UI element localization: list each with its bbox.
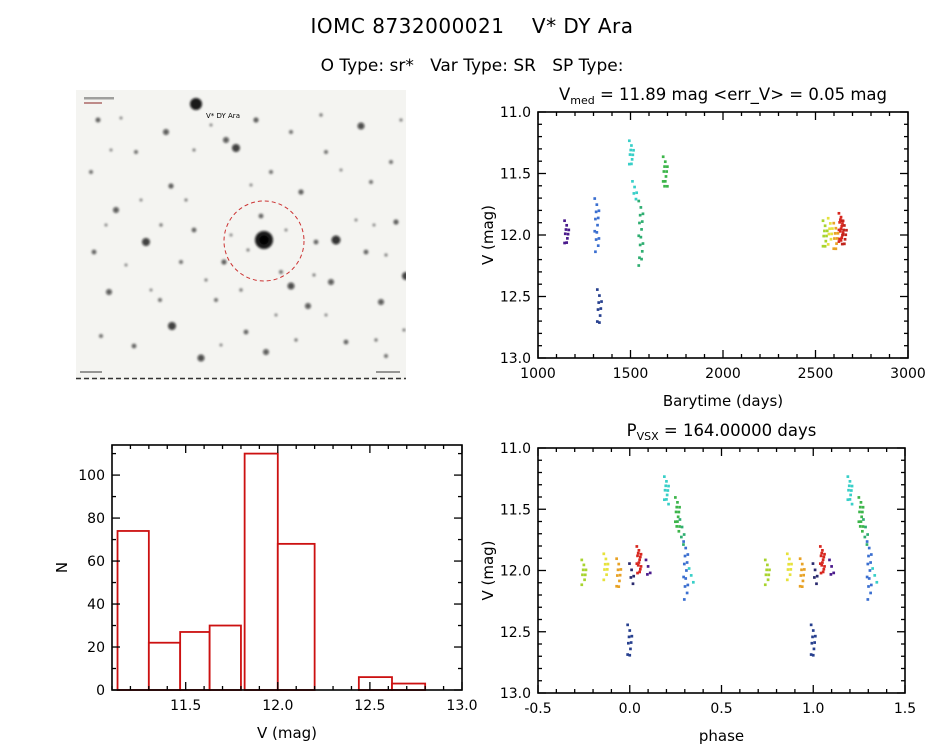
x-tick-label: 2500 (798, 366, 834, 382)
plot-title: PVSX = 164.00000 days (627, 421, 817, 443)
plot-title: Vmed = 11.89 mag <err_V> = 0.05 mag (559, 85, 887, 107)
x-tick-label: 3000 (890, 366, 926, 382)
y-tick-label: 100 (78, 468, 105, 484)
y-tick-label: 11.0 (500, 105, 531, 121)
y-tick-label: 80 (87, 511, 105, 527)
y-tick-label: 12.0 (500, 564, 531, 580)
corner-annotation (80, 371, 102, 373)
axes: -0.5 0.0 0.5 1.0 1.5 11.0 11.5 12.0 12.5 13.0 phas… (479, 421, 916, 745)
plot-frame (111, 444, 463, 691)
x-tick-label: 2000 (705, 366, 741, 382)
y-axis-label: V (mag) (479, 205, 497, 265)
corner-annotation (84, 102, 102, 104)
target-circle (223, 200, 305, 282)
data-points (580, 475, 879, 657)
y-tick-label: 11.5 (500, 502, 531, 518)
finding-chart-label: V* DY Ara (206, 112, 240, 120)
y-tick-label: 20 (87, 640, 105, 656)
y-tick-label: 11.0 (500, 441, 531, 457)
x-tick-label: 0.5 (710, 701, 732, 717)
finding-chart-image: V* DY Ara (76, 90, 406, 380)
x-axis-label: Barytime (days) (663, 392, 783, 410)
x-tick-label: -0.5 (524, 701, 551, 717)
y-tick-label: 12.5 (500, 290, 531, 306)
plot-frame (537, 111, 909, 359)
data-points (563, 139, 848, 324)
histogram-bars (116, 452, 427, 691)
x-tick-label: 1.5 (894, 701, 916, 717)
phase-plot: -0.5 0.0 0.5 1.0 1.5 11.0 11.5 12.0 12.5 13.0 phas… (479, 421, 916, 745)
y-tick-label: 12.0 (500, 228, 531, 244)
x-tick-label: 12.0 (262, 698, 293, 714)
x-axis-label: phase (699, 727, 744, 745)
page-subtitle: O Type: sr* Var Type: SR SP Type: (320, 56, 624, 76)
star-field (89, 98, 406, 362)
x-tick-label: 13.0 (446, 698, 477, 714)
y-tick-label: 40 (87, 597, 105, 613)
y-axis-label: V (mag) (479, 540, 497, 600)
y-tick-label: 13.0 (500, 351, 531, 367)
y-tick-label: 0 (96, 683, 105, 699)
x-tick-label: 12.5 (354, 698, 385, 714)
page-title: IOMC 8732000021 V* DY Ara (310, 14, 634, 38)
y-tick-label: 11.5 (500, 167, 531, 183)
corner-annotation (376, 371, 400, 373)
axes: 1000 1500 2000 2500 3000 11.0 11.5 12.0 12.5 13.0… (479, 85, 926, 410)
finding-chart-background (76, 90, 406, 380)
histogram-plot: 11.5 12.0 12.5 13.0 0 20 40 60 80 100 V (mag) N (53, 444, 478, 742)
corner-annotation (84, 97, 114, 100)
x-axis-label: V (mag) (257, 724, 317, 742)
y-tick-label: 12.5 (500, 625, 531, 641)
x-tick-label: 1000 (520, 366, 556, 382)
x-tick-label: 1.0 (802, 701, 824, 717)
x-tick-label: 0.0 (619, 701, 641, 717)
x-tick-label: 11.5 (170, 698, 201, 714)
y-axis-label: N (53, 562, 71, 573)
axes: 11.5 12.0 12.5 13.0 0 20 40 60 80 100 V (mag) N (53, 444, 478, 742)
y-tick-label: 13.0 (500, 686, 531, 702)
y-tick-label: 60 (87, 554, 105, 570)
x-tick-label: 1500 (613, 366, 649, 382)
lightcurve-plot: 1000 1500 2000 2500 3000 11.0 11.5 12.0 12.5 13.0… (479, 85, 926, 410)
